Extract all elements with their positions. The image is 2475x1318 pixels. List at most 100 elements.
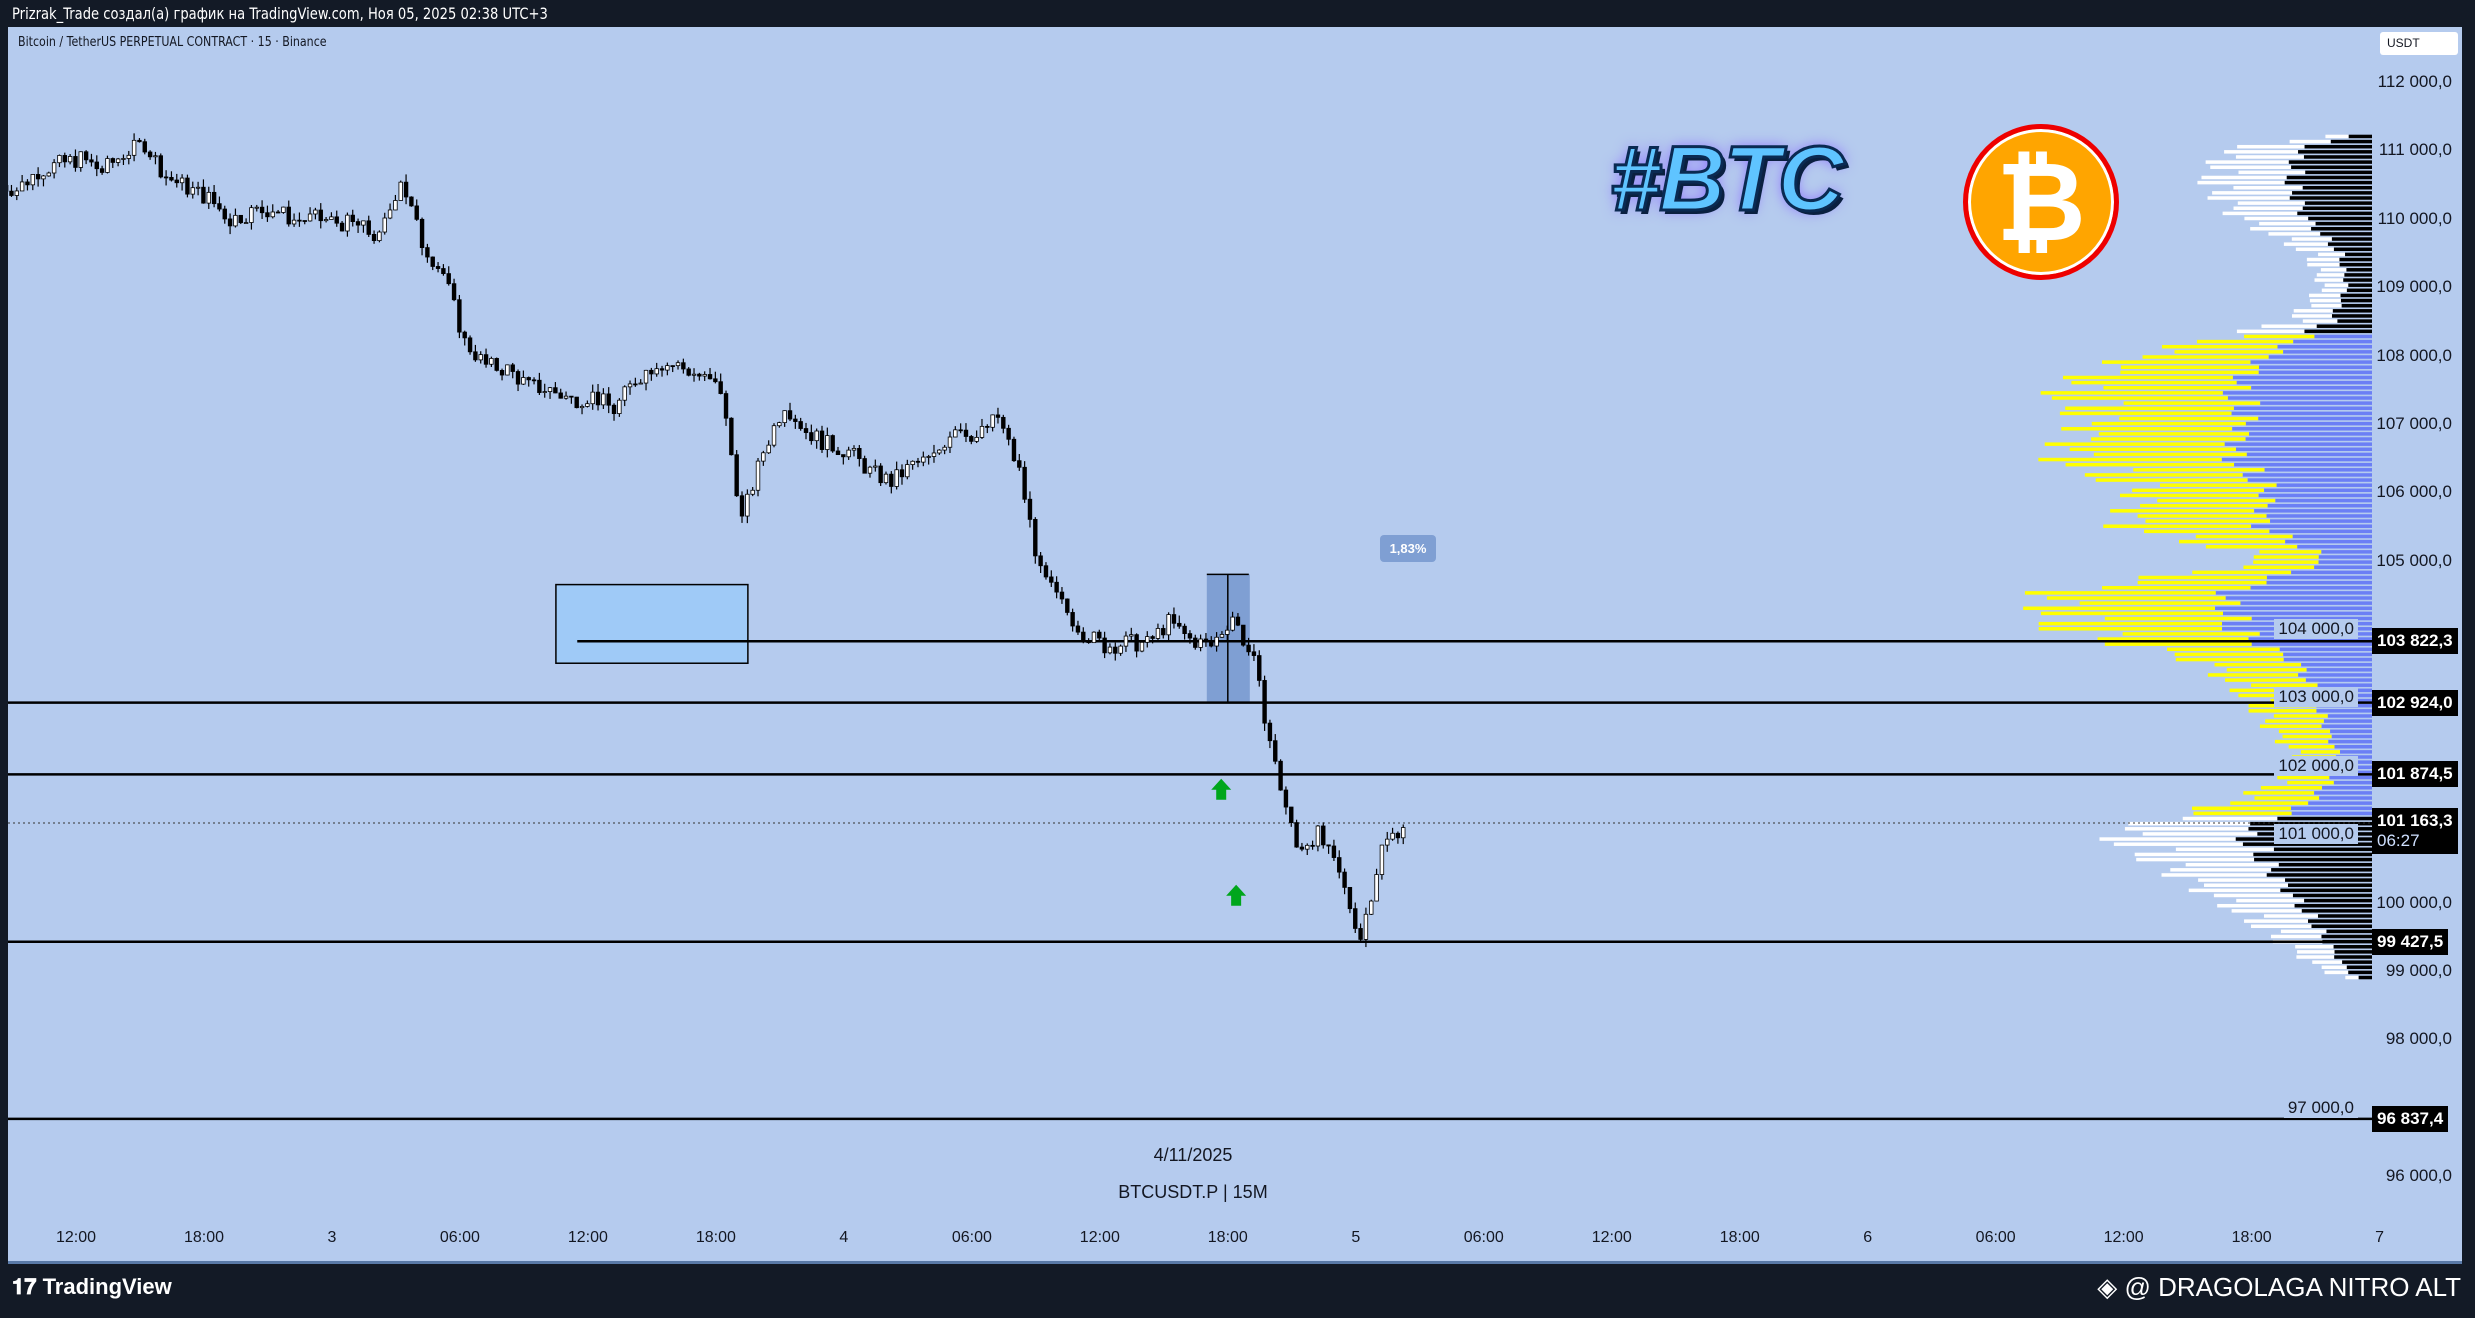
volume-profile-bar: [2217, 903, 2295, 908]
volume-profile-bar: [2260, 401, 2372, 405]
volume-profile-bar: [2233, 185, 2303, 190]
volume-profile-bar: [2160, 483, 2277, 487]
volume-profile-bar: [2316, 273, 2345, 277]
volume-profile-bar: [2185, 862, 2279, 867]
volume-profile-bar: [2308, 801, 2372, 805]
volume-profile-bar: [2345, 252, 2372, 257]
candle-body: [793, 418, 798, 422]
candle-body: [457, 299, 462, 333]
time-axis-label: 12:00: [55, 1229, 97, 1246]
candle-body: [1182, 625, 1187, 635]
candle-body: [1358, 928, 1363, 940]
volume-profile-bar: [2196, 339, 2294, 344]
candle-body: [366, 220, 371, 235]
candle-body: [57, 155, 62, 164]
volume-profile-bar: [2044, 442, 2225, 446]
symbol-title: Bitcoin / TetherUS PERPETUAL CONTRACT · …: [18, 35, 327, 50]
candle-body: [302, 220, 307, 222]
volume-profile-bar: [2226, 668, 2307, 672]
candle-body: [1129, 634, 1134, 637]
candle-body: [121, 158, 126, 160]
candle-body: [483, 354, 489, 365]
volume-profile-bar: [2259, 550, 2322, 554]
volume-profile-bar: [2314, 791, 2372, 795]
volume-profile-bar: [2249, 432, 2372, 436]
candle-body: [41, 175, 46, 180]
candle-body: [521, 377, 526, 385]
volume-profile-bar: [2311, 924, 2372, 928]
candle-body: [915, 460, 921, 463]
measure-percent-label[interactable]: 1,83%: [1380, 535, 1436, 562]
price-axis-label: 111 000,0: [2378, 140, 2452, 160]
chart-pane[interactable]: Bitcoin / TetherUS PERPETUAL CONTRACT · …: [8, 27, 2462, 1264]
volume-profile-bar: [2197, 180, 2285, 185]
volume-profile-bar: [2317, 914, 2372, 918]
candle-body: [30, 174, 35, 186]
candle-body: [1054, 581, 1059, 593]
candle-body: [1251, 651, 1257, 656]
price-axis-label: 109 000,0: [2376, 277, 2452, 297]
candle-body: [1321, 825, 1326, 846]
chart-author-header: Prizrak_Trade создал(а) график на Tradin…: [12, 4, 548, 23]
volume-profile-bar: [2222, 391, 2372, 395]
candle-body: [1225, 629, 1230, 635]
candle-body: [1347, 886, 1353, 910]
candle-body: [782, 410, 787, 424]
candle-body: [841, 454, 846, 458]
volume-profile-bar: [2104, 642, 2252, 646]
price-chart[interactable]: [8, 27, 2462, 1264]
volume-profile-bar: [2293, 309, 2333, 313]
candle-body: [531, 379, 537, 382]
candle-body: [1294, 822, 1299, 848]
candle-body: [921, 456, 926, 463]
volume-profile-bar: [2238, 170, 2306, 175]
volume-profile-bar: [2144, 529, 2270, 534]
volume-profile-bar: [2321, 786, 2372, 790]
price-axis-label: 112 000,0: [2377, 72, 2452, 91]
volume-profile-bar: [2193, 811, 2292, 816]
volume-profile-bar: [2340, 293, 2372, 298]
candle-body: [1379, 844, 1385, 875]
candle-body: [798, 421, 803, 429]
candle-body: [910, 460, 915, 465]
volume-profile-bar: [2321, 965, 2347, 970]
candle-body: [254, 206, 259, 209]
currency-button[interactable]: USDT: [2380, 32, 2458, 55]
volume-profile-bar: [2302, 185, 2372, 190]
candle-body: [1150, 636, 1155, 639]
volume-profile-bar: [2258, 365, 2372, 369]
candle-body: [1203, 638, 1209, 642]
candle-body: [371, 234, 377, 242]
candle-body: [1049, 576, 1054, 583]
volume-profile-bar: [2273, 847, 2372, 852]
candle-body: [1134, 634, 1139, 652]
candle-body: [659, 368, 665, 371]
candle-body: [270, 211, 275, 218]
candle-body: [1246, 644, 1251, 653]
volume-profile-bar: [2308, 216, 2372, 221]
volume-profile-bar: [2277, 344, 2372, 349]
tradingview-brand: TradingView: [42, 1274, 172, 1299]
volume-profile-bar: [2321, 288, 2347, 293]
candle-body: [361, 220, 366, 226]
candle-body: [734, 454, 739, 497]
volume-profile-bar: [2236, 380, 2372, 385]
volume-profile-bar: [2244, 216, 2309, 221]
volume-profile-bar: [2138, 575, 2267, 580]
candle-body: [585, 403, 590, 407]
candle-body: [862, 458, 867, 474]
volume-profile-bar: [2311, 227, 2372, 231]
time-axis-label: 12:00: [2103, 1229, 2144, 1246]
volume-profile-bar: [2319, 796, 2372, 800]
volume-profile-bar: [2320, 268, 2347, 272]
candle-body: [1091, 631, 1097, 644]
candle-body: [958, 429, 963, 432]
candle-body: [1027, 498, 1033, 520]
level-price-badge: 103 822,3: [2372, 628, 2458, 655]
center-ticker-label: BTCUSDT.P | 15M: [1118, 1182, 1268, 1202]
candle-body: [1038, 555, 1043, 567]
candle-body: [777, 422, 782, 427]
tradingview-logo[interactable]: 𝟏𝟕 TradingView: [12, 1274, 172, 1300]
volume-profile-bar: [2325, 134, 2349, 139]
candle-body: [675, 362, 681, 367]
